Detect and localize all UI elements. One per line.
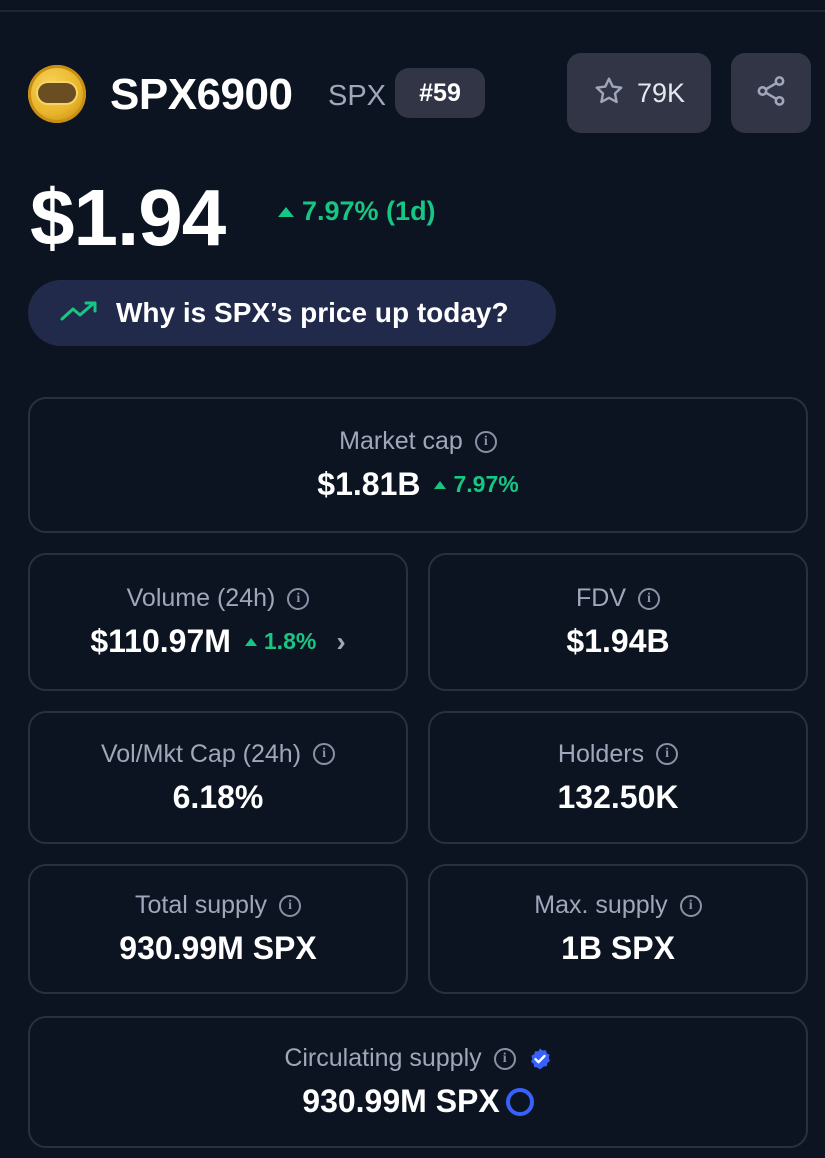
volume-label: Volume (24h) xyxy=(126,584,276,612)
volume-change: 1.8% xyxy=(244,628,317,655)
info-icon[interactable]: i xyxy=(638,587,660,610)
total-supply-value: 930.99M SPX xyxy=(119,930,317,966)
info-icon[interactable]: i xyxy=(279,894,302,917)
market-cap-label-row: Market cap i xyxy=(339,427,497,456)
total-supply-label-row: Total supply i xyxy=(134,891,302,920)
price-change: 7.97% (1d) xyxy=(278,196,436,227)
trending-up-icon xyxy=(60,299,98,328)
max-supply-card: Max. supply i 1B SPX xyxy=(428,864,808,994)
circulating-supply-card: Circulating supply i 930.99M SPX xyxy=(28,1016,808,1148)
vol-mkt-cap-card: Vol/Mkt Cap (24h) i 6.18% xyxy=(28,711,408,844)
total-supply-label: Total supply xyxy=(134,891,268,919)
circulating-supply-label: Circulating supply xyxy=(284,1044,482,1072)
volume-card[interactable]: Volume (24h) i $110.97M 1.8% › xyxy=(28,553,408,691)
market-cap-change-value: 7.97% xyxy=(453,471,519,497)
holders-label: Holders xyxy=(557,739,645,768)
info-icon[interactable]: i xyxy=(287,587,310,610)
up-arrow-icon xyxy=(278,206,294,217)
circulating-supply-label-row: Circulating supply i xyxy=(284,1044,551,1073)
holders-label-row: Holders i xyxy=(557,739,679,769)
circulating-supply-value-row: 930.99M SPX xyxy=(302,1083,534,1120)
market-cap-change: 7.97% xyxy=(434,471,519,498)
price-change-value: 7.97% (1d) xyxy=(302,196,436,226)
market-cap-value-row: $1.81B 7.97% xyxy=(317,466,518,503)
volume-value-row: $110.97M 1.8% › xyxy=(90,623,345,660)
market-cap-card: Market cap i $1.81B 7.97% xyxy=(28,397,808,533)
fdv-value: $1.94B xyxy=(566,623,670,659)
circulating-supply-value: 930.99M SPX xyxy=(302,1083,500,1119)
share-icon xyxy=(754,74,788,113)
why-price-up-label: Why is SPX’s price up today? xyxy=(116,297,509,328)
rank-badge: #59 xyxy=(395,68,485,118)
volume-change-value: 1.8% xyxy=(263,628,317,654)
coin-symbol: SPX xyxy=(328,80,387,112)
volume-label-row: Volume (24h) i xyxy=(127,584,310,613)
holders-card: Holders i 132.50K xyxy=(428,711,808,844)
vol-mkt-cap-value: 6.18% xyxy=(172,778,264,815)
info-icon[interactable]: i xyxy=(493,1047,516,1070)
coin-logo xyxy=(28,65,86,123)
share-button[interactable] xyxy=(731,53,811,133)
info-icon[interactable]: i xyxy=(474,430,497,453)
why-price-up-button[interactable]: Why is SPX’s price up today? xyxy=(28,280,556,346)
fdv-label: FDV xyxy=(576,584,626,612)
max-supply-value: 1B SPX xyxy=(561,930,675,966)
up-arrow-icon xyxy=(244,637,257,646)
current-price: $1.94 xyxy=(30,173,226,262)
market-cap-label: Market cap xyxy=(339,427,463,455)
watchlist-count: 79K xyxy=(636,77,686,108)
vol-mkt-cap-label-row: Vol/Mkt Cap (24h) i xyxy=(100,739,336,769)
info-icon[interactable]: i xyxy=(313,743,336,765)
fdv-label-row: FDV i xyxy=(576,584,660,613)
top-divider xyxy=(0,10,825,12)
max-supply-label: Max. supply xyxy=(534,891,668,919)
market-cap-value: $1.81B xyxy=(317,466,421,502)
chevron-right-icon[interactable]: › xyxy=(336,625,346,657)
coin-name: SPX6900 xyxy=(110,70,293,119)
total-supply-card: Total supply i 930.99M SPX xyxy=(28,864,408,994)
info-icon[interactable]: i xyxy=(656,743,679,765)
coin-header: SPX6900 SPX #59 79K xyxy=(28,53,811,133)
supply-ring-icon xyxy=(505,1087,534,1116)
verified-check-icon xyxy=(528,1047,552,1071)
max-supply-label-row: Max. supply i xyxy=(534,891,702,920)
star-icon xyxy=(593,75,625,112)
watchlist-button[interactable]: 79K xyxy=(567,53,711,133)
holders-value: 132.50K xyxy=(557,778,679,815)
up-arrow-icon xyxy=(434,480,447,489)
volume-value: $110.97M xyxy=(90,623,231,659)
fdv-card: FDV i $1.94B xyxy=(428,553,808,691)
info-icon[interactable]: i xyxy=(679,894,702,917)
vol-mkt-cap-label: Vol/Mkt Cap (24h) xyxy=(100,739,302,768)
